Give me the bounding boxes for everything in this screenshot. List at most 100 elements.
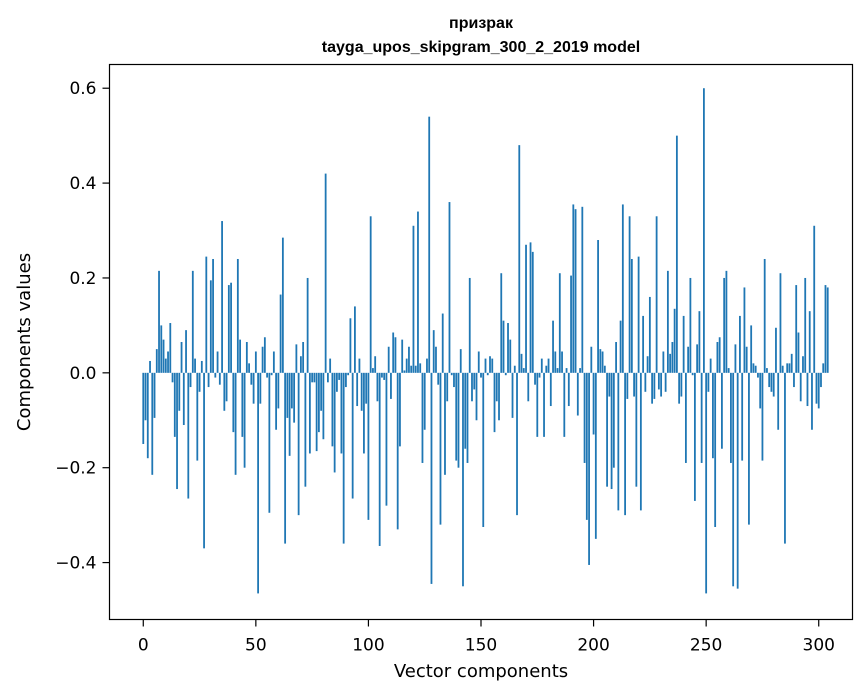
bar-108 <box>385 372 388 506</box>
bar-125 <box>423 372 426 430</box>
bar-193 <box>576 372 579 416</box>
bar-10 <box>164 358 167 373</box>
bar-155 <box>491 358 494 373</box>
bar-273 <box>757 372 759 378</box>
bar-266 <box>741 372 744 461</box>
bar-156 <box>493 372 496 433</box>
x-axis-ticks: 0 50 100 150 200 250 300 <box>138 619 835 656</box>
bar-46 <box>245 342 248 373</box>
bar-138 <box>453 372 455 388</box>
bar-232 <box>664 372 667 392</box>
bar-255 <box>716 342 719 373</box>
bar-61 <box>279 294 282 373</box>
bar-300 <box>817 372 820 409</box>
bar-34 <box>218 372 221 385</box>
bar-119 <box>410 365 413 373</box>
x-axis-label: Vector components <box>394 661 568 682</box>
bar-154 <box>489 356 491 373</box>
bar-64 <box>286 372 289 418</box>
bar-96 <box>358 358 361 373</box>
bar-291 <box>797 332 800 373</box>
bar-289 <box>793 372 795 388</box>
bar-221 <box>639 372 642 511</box>
bar-121 <box>414 365 417 373</box>
bar-59 <box>275 372 278 430</box>
x-tick-label-4: 200 <box>577 636 609 656</box>
bar-208 <box>610 372 613 490</box>
bar-199 <box>590 346 593 373</box>
bar-296 <box>808 311 811 373</box>
bar-51 <box>257 372 259 594</box>
bar-0 <box>142 372 145 444</box>
bar-82 <box>327 372 329 383</box>
bar-102 <box>372 368 374 373</box>
bar-286 <box>786 363 789 373</box>
bar-112 <box>394 337 397 373</box>
bar-204 <box>601 351 604 373</box>
bar-177 <box>540 358 543 373</box>
bar-265 <box>739 315 741 373</box>
bar-110 <box>390 372 392 399</box>
bar-219 <box>635 372 638 487</box>
bar-260 <box>727 368 730 373</box>
bar-292 <box>799 372 802 402</box>
bar-15 <box>176 372 178 490</box>
bar-129 <box>432 330 435 373</box>
bar-153 <box>486 372 489 376</box>
bar-178 <box>543 372 545 437</box>
bar-62 <box>281 237 284 373</box>
bar-267 <box>743 287 746 373</box>
bar-9 <box>162 339 165 373</box>
bar-211 <box>617 372 620 511</box>
bar-201 <box>594 372 597 539</box>
bar-230 <box>660 372 663 397</box>
bar-136 <box>448 202 451 373</box>
bar-224 <box>646 356 649 373</box>
x-tick-label-2: 100 <box>352 636 384 656</box>
bar-288 <box>790 353 793 373</box>
bar-66 <box>290 372 293 409</box>
bar-301 <box>820 372 822 388</box>
bar-181 <box>549 372 552 407</box>
bar-107 <box>383 372 386 380</box>
bar-78 <box>317 372 320 433</box>
bar-141 <box>459 349 462 373</box>
bar-14 <box>173 372 176 437</box>
bar-1 <box>144 372 147 421</box>
bar-168 <box>520 353 523 373</box>
bar-214 <box>624 372 626 516</box>
bar-104 <box>376 372 379 402</box>
y-axis-ticks: −0.4 −0.2 0.0 0.2 0.4 0.6 <box>55 79 110 574</box>
bar-226 <box>651 372 654 404</box>
bar-147 <box>473 372 476 390</box>
bar-245 <box>693 372 696 501</box>
bar-231 <box>662 351 665 373</box>
bar-173 <box>531 251 534 373</box>
bar-65 <box>288 372 291 456</box>
bar-87 <box>338 372 341 380</box>
bar-20 <box>187 372 190 499</box>
bar-137 <box>450 372 453 376</box>
bar-73 <box>306 277 309 373</box>
bar-278 <box>768 372 771 388</box>
y-tick-label-1: −0.2 <box>55 459 96 479</box>
bar-236 <box>673 308 676 373</box>
bar-54 <box>263 337 266 373</box>
bar-28 <box>205 256 208 373</box>
bar-103 <box>374 356 377 373</box>
bar-143 <box>464 372 467 449</box>
bar-169 <box>522 368 525 373</box>
bar-83 <box>329 358 332 373</box>
chart-title-line2: tayga_upos_skipgram_300_2_2019 model <box>322 39 640 56</box>
bar-124 <box>421 372 424 463</box>
bar-3 <box>149 360 151 373</box>
bar-85 <box>333 372 336 473</box>
bar-252 <box>709 358 712 373</box>
bar-276 <box>763 258 766 373</box>
bar-187 <box>563 372 566 437</box>
bar-25 <box>198 372 201 392</box>
bar-216 <box>628 216 631 373</box>
bar-172 <box>529 242 532 373</box>
bar-135 <box>446 372 449 402</box>
